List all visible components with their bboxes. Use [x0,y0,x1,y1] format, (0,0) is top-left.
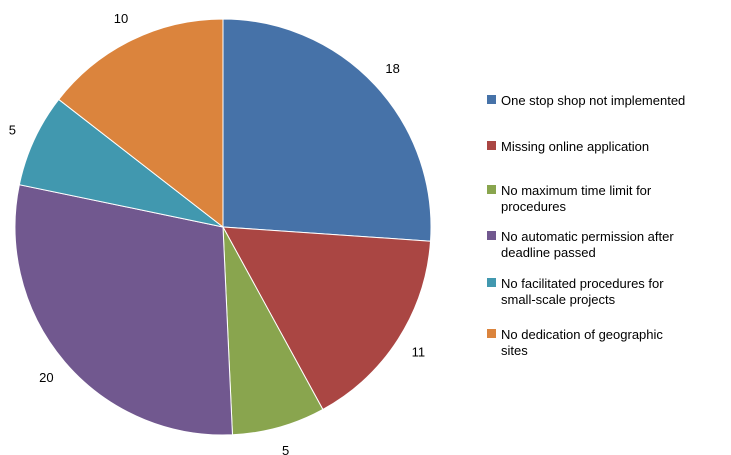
legend-item-no-facilitated-procedures-for-small-scale-projects: No facilitated procedures for small-scale… [487,276,664,307]
data-label-no-dedication-of-geographic-sites: 10 [114,11,128,26]
data-label-no-automatic-permission-after-deadline-passed: 20 [39,370,53,385]
legend-swatch-no-dedication-of-geographic-sites [487,329,496,338]
legend-swatch-no-automatic-permission-after-deadline-passed [487,231,496,240]
pie-slice-missing-online-application [222,226,432,411]
legend-item-no-maximum-time-limit-for-procedures: No maximum time limit for procedures [487,183,652,214]
pie-slice-no-automatic-permission-after-deadline-passed [14,184,233,436]
legend-label-no-dedication-of-geographic-sites: No dedication of geographic sites [501,327,663,358]
pie-slice-no-dedication-of-geographic-sites [58,18,224,229]
legend-label-no-maximum-time-limit-for-procedures: No maximum time limit for procedures [501,183,652,214]
pie-slice-one-stop-shop-not-implemented [222,18,432,242]
legend: One stop shop not implemented Missing onl… [487,93,685,358]
legend-swatch-no-maximum-time-limit-for-procedures [487,185,496,194]
data-label-missing-online-application: 11 [412,345,426,360]
data-label-no-maximum-time-limit-for-procedures: 5 [282,443,289,455]
legend-item-missing-online-application: Missing online application [487,139,649,154]
legend-item-one-stop-shop-not-implemented: One stop shop not implemented [487,93,685,108]
legend-swatch-no-facilitated-procedures-for-small-scale-projects [487,278,496,287]
pie-data-labels: 18 11 5 20 5 10 [9,11,425,455]
data-label-one-stop-shop-not-implemented: 18 [385,61,399,76]
legend-label-no-automatic-permission-after-deadline-passed: No automatic permission after deadline pa… [501,229,674,260]
legend-item-no-dedication-of-geographic-sites: No dedication of geographic sites [487,327,663,358]
legend-swatch-one-stop-shop-not-implemented [487,95,496,104]
legend-item-no-automatic-permission-after-deadline-passed: No automatic permission after deadline pa… [487,229,674,260]
data-label-no-facilitated-procedures-for-small-scale-projects: 5 [9,122,16,137]
legend-swatch-missing-online-application [487,141,496,150]
legend-label-missing-online-application: Missing online application [501,139,649,154]
legend-label-one-stop-shop-not-implemented: One stop shop not implemented [501,93,685,108]
pie-slices [14,18,432,436]
legend-label-no-facilitated-procedures-for-small-scale-projects: No facilitated procedures for small-scale… [501,276,664,307]
